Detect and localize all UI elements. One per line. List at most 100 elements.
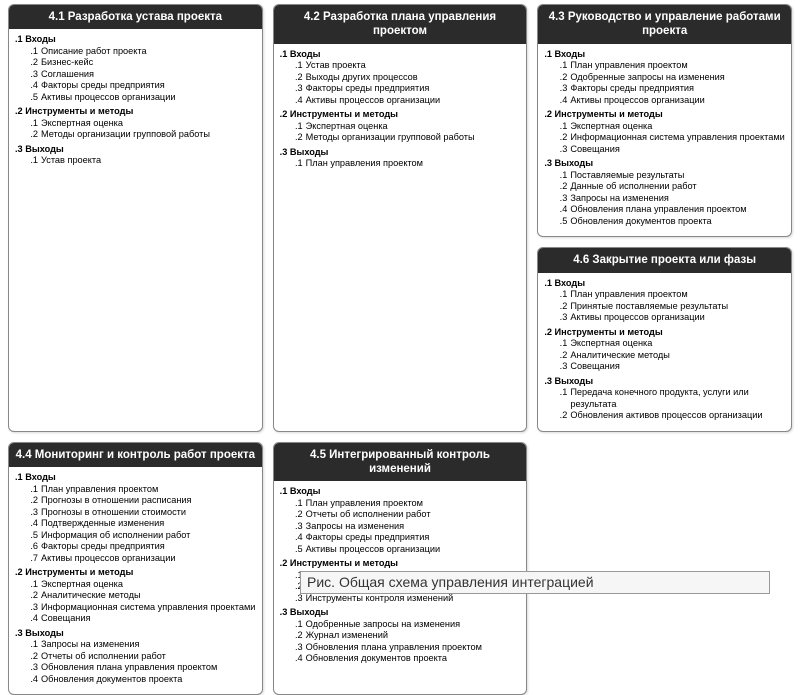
item-num: .4	[27, 518, 41, 530]
section-item: .3Прогнозы в отношении стоимости	[27, 507, 256, 519]
item-num: .2	[292, 72, 306, 84]
section-items: .1План управления проектом.2Отчеты об ис…	[280, 498, 521, 556]
section-item: .3Обновления плана управления проектом	[292, 642, 521, 654]
item-text: Журнал изменений	[306, 630, 521, 642]
section-title: .2 Инструменты и методы	[15, 106, 256, 118]
section-item: .3Факторы среды предприятия	[292, 83, 521, 95]
section-items: .1Описание работ проекта.2Бизнес-кейс.3С…	[15, 46, 256, 104]
box-4-3: 4.3 Руководство и управление работами пр…	[537, 4, 792, 237]
item-num: .2	[292, 132, 306, 144]
section: .3 Выходы.1План управления проектом	[280, 147, 521, 170]
item-num: .1	[27, 155, 41, 167]
section-item: .5Обновления документов проекта	[556, 216, 785, 228]
section-items: .1План управления проектом.2Одобренные з…	[544, 60, 785, 106]
box-4-6-body: .1 Входы.1План управления проектом.2Прин…	[538, 273, 791, 431]
item-num: .1	[556, 170, 570, 182]
item-num: .1	[292, 619, 306, 631]
item-text: Выходы других процессов	[306, 72, 521, 84]
section: .2 Инструменты и методы.1Экспертная оцен…	[15, 567, 256, 625]
section-item: .3Инструменты контроля изменений	[292, 593, 521, 605]
item-num: .1	[292, 60, 306, 72]
section-title: .3 Выходы	[280, 147, 521, 159]
item-text: Инструменты контроля изменений	[306, 593, 521, 605]
item-num: .1	[556, 387, 570, 410]
item-text: Отчеты об исполнении работ	[41, 651, 256, 663]
section: .1 Входы.1План управления проектом.2Прог…	[15, 472, 256, 564]
section-item: .2Аналитические методы	[556, 350, 785, 362]
section-item: .4Факторы среды предприятия	[292, 532, 521, 544]
section-title: .1 Входы	[280, 49, 521, 61]
item-num: .4	[27, 674, 41, 686]
item-text: Факторы среды предприятия	[41, 541, 256, 553]
box-4-1-body: .1 Входы.1Описание работ проекта.2Бизнес…	[9, 29, 262, 176]
item-text: Обновления документов проекта	[41, 674, 256, 686]
section-items: .1Экспертная оценка.2Аналитические метод…	[15, 579, 256, 625]
section-title: .2 Инструменты и методы	[280, 558, 521, 570]
box-4-4: 4.4 Мониторинг и контроль работ проекта …	[8, 442, 263, 695]
item-text: Факторы среды предприятия	[306, 532, 521, 544]
section-item: .1План управления проектом	[292, 158, 521, 170]
item-text: Бизнес-кейс	[41, 57, 256, 69]
item-num: .2	[556, 301, 570, 313]
box-4-1: 4.1 Разработка устава проекта .1 Входы.1…	[8, 4, 263, 432]
item-num: .2	[27, 651, 41, 663]
box-4-4-title: 4.4 Мониторинг и контроль работ проекта	[9, 443, 262, 467]
section-item: .2Методы организации групповой работы	[292, 132, 521, 144]
item-text: Активы процессов организации	[570, 312, 785, 324]
section-items: .1Экспертная оценка.2Методы организации …	[15, 118, 256, 141]
item-text: Соглашения	[41, 69, 256, 81]
item-text: План управления проектом	[570, 60, 785, 72]
item-num: .1	[556, 121, 570, 133]
section-item: .2Обновления активов процессов организац…	[556, 410, 785, 422]
item-num: .3	[556, 312, 570, 324]
section-items: .1Экспертная оценка.2Информационная сист…	[544, 121, 785, 156]
item-text: Методы организации групповой работы	[306, 132, 521, 144]
section-item: .3Запросы на изменения	[292, 521, 521, 533]
section-item: .3Информационная система управления прое…	[27, 602, 256, 614]
box-4-6-title: 4.6 Закрытие проекта или фазы	[538, 248, 791, 272]
section-item: .1Экспертная оценка	[556, 121, 785, 133]
section-item: .1Поставляемые результаты	[556, 170, 785, 182]
box-4-3-body: .1 Входы.1План управления проектом.2Одоб…	[538, 44, 791, 237]
item-num: .2	[292, 509, 306, 521]
item-text: Устав проекта	[41, 155, 256, 167]
section-item: .3Факторы среды предприятия	[556, 83, 785, 95]
section-items: .1Запросы на изменения.2Отчеты об исполн…	[15, 639, 256, 685]
section-item: .1План управления проектом	[556, 289, 785, 301]
section-items: .1Экспертная оценка.2Методы организации …	[280, 121, 521, 144]
item-text: Экспертная оценка	[570, 121, 785, 133]
item-text: Запросы на изменения	[570, 193, 785, 205]
item-num: .4	[292, 532, 306, 544]
figure-caption: Рис. Общая схема управления интеграцией	[300, 571, 770, 594]
item-num: .2	[27, 129, 41, 141]
item-num: .7	[27, 553, 41, 565]
item-num: .1	[27, 579, 41, 591]
section: .3 Выходы.1Поставляемые результаты.2Данн…	[544, 158, 785, 227]
item-num: .3	[292, 83, 306, 95]
section: .2 Инструменты и методы.1Экспертная оцен…	[544, 109, 785, 155]
section-item: .2Прогнозы в отношении расписания	[27, 495, 256, 507]
section-item: .4Совещания	[27, 613, 256, 625]
item-text: Обновления плана управления проектом	[41, 662, 256, 674]
item-text: Поставляемые результаты	[570, 170, 785, 182]
item-num: .2	[556, 132, 570, 144]
item-text: Совещания	[41, 613, 256, 625]
section-item: .2Журнал изменений	[292, 630, 521, 642]
section-item: .1Экспертная оценка	[292, 121, 521, 133]
item-num: .4	[556, 95, 570, 107]
item-text: Запросы на изменения	[41, 639, 256, 651]
section-item: .3Обновления плана управления проектом	[27, 662, 256, 674]
item-text: Одобренные запросы на изменения	[570, 72, 785, 84]
box-4-2: 4.2 Разработка плана управления проектом…	[273, 4, 528, 432]
item-text: Совещания	[570, 361, 785, 373]
section-item: .1План управления проектом	[27, 484, 256, 496]
section-title: .3 Выходы	[544, 158, 785, 170]
item-text: Подтвержденные изменения	[41, 518, 256, 530]
item-num: .3	[27, 69, 41, 81]
item-num: .4	[27, 613, 41, 625]
section-title: .1 Входы	[15, 472, 256, 484]
section-item: .1Запросы на изменения	[27, 639, 256, 651]
item-num: .4	[292, 653, 306, 665]
section-items: .1Экспертная оценка.2Аналитические метод…	[544, 338, 785, 373]
section-item: .7Активы процессов организации	[27, 553, 256, 565]
